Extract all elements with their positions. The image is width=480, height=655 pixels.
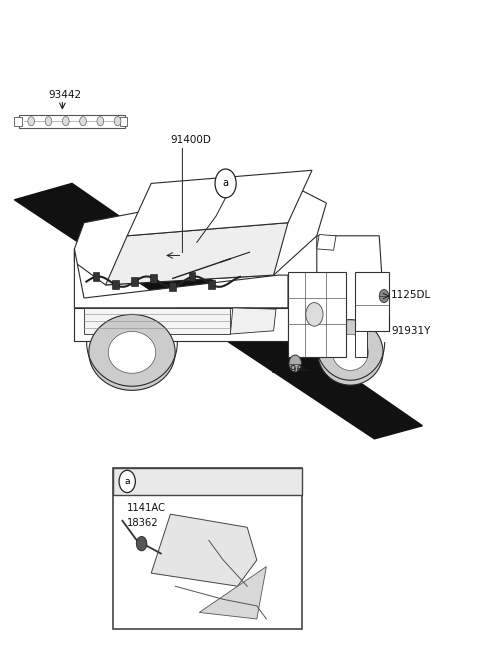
Bar xyxy=(208,280,215,289)
Text: 1125DL: 1125DL xyxy=(391,290,432,300)
Bar xyxy=(169,282,176,291)
Polygon shape xyxy=(84,308,230,334)
Bar xyxy=(120,117,127,126)
Polygon shape xyxy=(106,223,288,285)
Polygon shape xyxy=(14,183,422,439)
Circle shape xyxy=(45,117,52,126)
Circle shape xyxy=(306,303,323,326)
Circle shape xyxy=(114,117,121,126)
Polygon shape xyxy=(74,183,326,285)
Text: a: a xyxy=(124,477,130,486)
Circle shape xyxy=(97,117,104,126)
Text: 91931Y: 91931Y xyxy=(391,326,431,336)
Polygon shape xyxy=(317,236,384,341)
Circle shape xyxy=(215,169,236,198)
Polygon shape xyxy=(355,331,367,357)
Bar xyxy=(150,274,157,283)
Polygon shape xyxy=(230,308,276,334)
Bar xyxy=(113,468,302,629)
Polygon shape xyxy=(355,272,389,331)
Polygon shape xyxy=(333,335,368,370)
Polygon shape xyxy=(19,115,125,128)
Bar xyxy=(14,117,22,126)
Polygon shape xyxy=(74,249,288,308)
Polygon shape xyxy=(108,331,156,373)
Circle shape xyxy=(136,536,147,551)
Text: 1141AC: 1141AC xyxy=(127,503,166,513)
Text: 18362: 18362 xyxy=(127,518,159,528)
Polygon shape xyxy=(199,567,266,619)
Bar xyxy=(113,468,302,495)
Circle shape xyxy=(289,355,301,372)
Bar xyxy=(112,280,119,290)
Bar xyxy=(93,272,99,281)
Polygon shape xyxy=(317,234,336,250)
Polygon shape xyxy=(288,272,346,357)
Polygon shape xyxy=(318,320,383,385)
Text: 93442: 93442 xyxy=(48,90,81,100)
Circle shape xyxy=(28,117,35,126)
Text: 13396: 13396 xyxy=(271,365,304,375)
Circle shape xyxy=(119,470,135,493)
Polygon shape xyxy=(127,170,312,236)
Text: 91400D: 91400D xyxy=(170,135,211,145)
Text: a: a xyxy=(223,178,228,189)
Bar xyxy=(189,272,195,282)
Polygon shape xyxy=(151,514,257,586)
Polygon shape xyxy=(89,314,175,390)
Bar xyxy=(131,277,138,286)
Circle shape xyxy=(80,117,86,126)
Polygon shape xyxy=(74,308,288,341)
Circle shape xyxy=(379,290,389,303)
Circle shape xyxy=(62,117,69,126)
